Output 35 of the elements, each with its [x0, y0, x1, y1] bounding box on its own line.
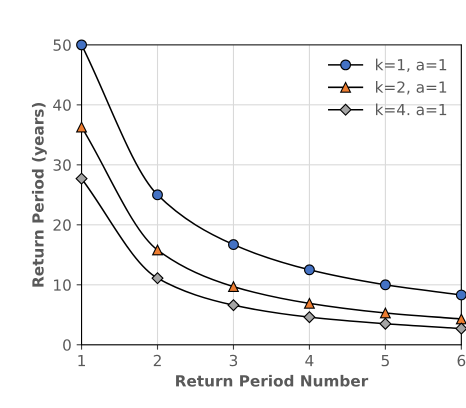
point	[380, 279, 391, 290]
x-tick-label: 2	[154, 354, 161, 366]
point	[303, 311, 316, 324]
point	[228, 299, 240, 312]
y-tick-label: 50	[54, 39, 71, 51]
x-tick-label: 6	[458, 354, 466, 366]
x-tick-label: 4	[305, 354, 314, 366]
point	[76, 122, 87, 132]
x-tick-label: 5	[382, 354, 389, 366]
y-tick-label: 0	[63, 339, 71, 351]
legend-label: k=2, a=1	[376, 81, 446, 94]
point	[228, 281, 239, 292]
x-axis-title: Return Period Number	[176, 374, 368, 387]
point	[456, 314, 466, 324]
point	[380, 308, 391, 318]
point	[304, 264, 315, 276]
point	[456, 290, 466, 300]
point	[455, 322, 466, 335]
x-tick-label: 1	[78, 354, 85, 366]
legend-label: k=1, a=1	[376, 58, 446, 72]
point	[379, 318, 392, 330]
point	[228, 239, 239, 250]
point	[76, 172, 88, 185]
point	[304, 298, 315, 309]
x-tick-label: 3	[230, 354, 238, 366]
point	[152, 272, 164, 284]
point	[152, 244, 163, 256]
point	[76, 39, 87, 50]
y-tick-label: 40	[53, 99, 71, 111]
y-tick-label: 30	[54, 159, 71, 171]
y-tick-label: 10	[54, 279, 71, 291]
legend-label: k=4. a=1	[376, 103, 446, 116]
y-tick-label: 20	[54, 219, 71, 231]
point	[152, 189, 163, 200]
y-axis-title: Return Period (years)	[32, 102, 47, 287]
